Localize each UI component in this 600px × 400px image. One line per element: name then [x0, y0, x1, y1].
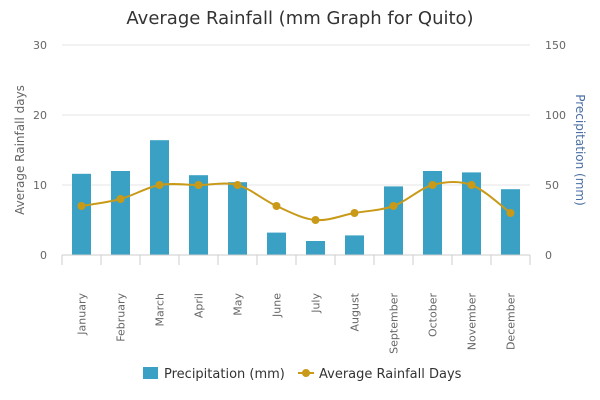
y-axis-right-title: Precipitation (mm): [573, 94, 587, 206]
x-tick-label: July: [310, 293, 323, 314]
rainfall-days-line: [77, 180, 515, 224]
data-point: [194, 181, 203, 189]
x-tick-label: March: [154, 293, 167, 327]
y-right-tick-label: 150: [545, 39, 566, 52]
bar: [189, 175, 208, 255]
data-point: [233, 181, 242, 189]
y-left-tick-label: 0: [40, 249, 47, 262]
bar: [384, 186, 403, 255]
bar: [228, 182, 247, 255]
y-right-tick-label: 0: [545, 249, 552, 262]
legend-label: Precipitation (mm): [164, 367, 285, 382]
data-point: [428, 181, 437, 189]
data-point: [467, 181, 476, 189]
data-point: [77, 202, 86, 210]
y-left-tick-label: 20: [33, 109, 47, 122]
x-tick-label: October: [427, 293, 440, 337]
legend-item-rainfall-days[interactable]: Average Rainfall Days: [298, 367, 462, 382]
data-point: [506, 209, 515, 217]
x-tick-label: February: [115, 293, 128, 342]
bar: [111, 171, 130, 255]
x-tick-label: May: [232, 293, 245, 316]
x-tick-label: November: [466, 293, 479, 351]
bar: [306, 241, 325, 255]
data-point: [155, 181, 164, 189]
legend-item-precipitation[interactable]: Precipitation (mm): [143, 367, 285, 382]
bar: [462, 172, 481, 255]
legend-label: Average Rainfall Days: [319, 367, 462, 382]
x-tick-label: June: [271, 293, 284, 318]
data-point: [350, 209, 359, 217]
legend[interactable]: Precipitation (mm) Average Rainfall Days: [143, 367, 462, 382]
y-axis-left-title: Average Rainfall days: [13, 85, 27, 215]
x-tick-label: August: [349, 292, 362, 331]
data-point: [389, 202, 398, 210]
x-tick-label: January: [76, 293, 89, 336]
y-left-tick-label: 30: [33, 39, 47, 52]
y-right-tick-label: 100: [545, 109, 566, 122]
data-point: [311, 216, 320, 224]
bar: [150, 140, 169, 255]
series-line: [81, 180, 512, 222]
y-left-tick-label: 10: [33, 179, 47, 192]
chart-title: Average Rainfall (mm Graph for Quito): [126, 8, 473, 29]
data-point: [272, 202, 281, 210]
bar: [501, 189, 520, 255]
legend-swatch-icon: [143, 367, 158, 379]
data-point: [116, 195, 125, 203]
x-tick-label: September: [388, 293, 401, 354]
precipitation-bars: [72, 140, 520, 255]
x-tick-label: December: [505, 293, 518, 351]
y-right-tick-label: 50: [545, 179, 559, 192]
axes: 0 10 20 30 0 50 100 150 January February March Apri…: [33, 39, 566, 354]
x-tick-label: April: [193, 293, 206, 318]
bar: [72, 173, 91, 255]
bar: [267, 232, 286, 255]
bar: [423, 171, 442, 255]
bar: [345, 235, 364, 255]
gridlines: [62, 44, 530, 186]
legend-marker-icon: [302, 369, 310, 377]
